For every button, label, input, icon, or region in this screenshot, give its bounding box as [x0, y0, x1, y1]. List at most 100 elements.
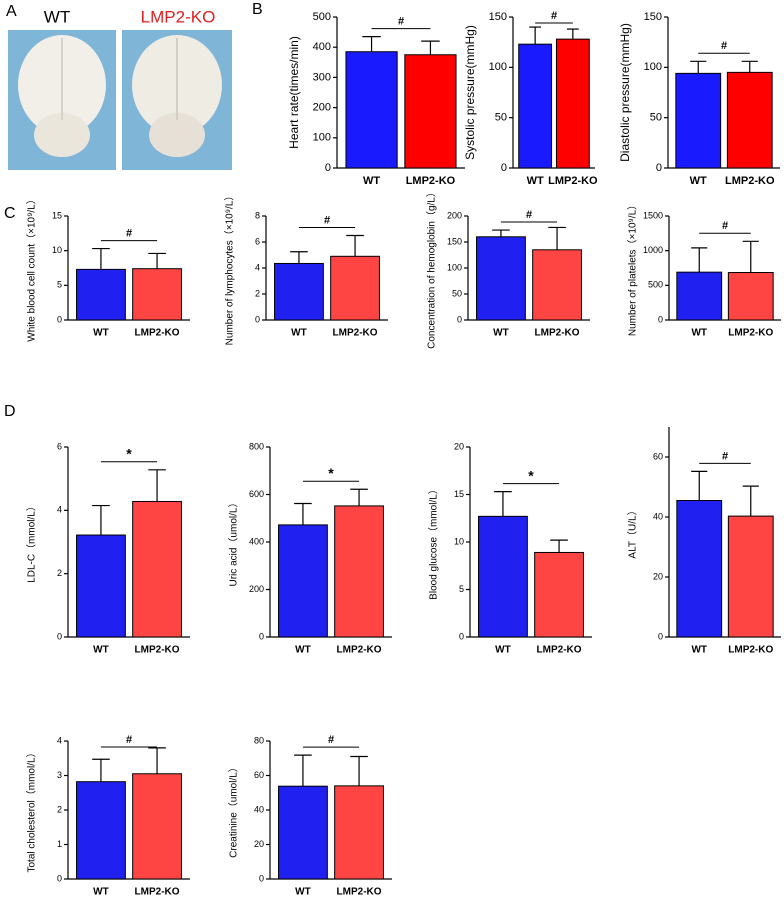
y-axis-label: Heart rate(times/min) [287, 36, 301, 149]
y-tick-label: 0 [57, 873, 62, 883]
y-tick-label: 0 [459, 631, 464, 641]
y-tick-label: 0 [57, 631, 62, 641]
y-tick-label: 150 [447, 236, 462, 246]
bar [534, 551, 584, 638]
bar [532, 249, 582, 321]
bar [274, 262, 324, 321]
significance-label: # [526, 209, 532, 221]
y-axis-label: Total cholesterol（mmol/L） [26, 747, 38, 872]
y-tick-label: 100 [447, 262, 462, 272]
y-tick-label: 500 [648, 280, 663, 290]
y-tick-label: 0 [658, 314, 663, 324]
y-tick-label: 2 [57, 568, 62, 578]
x-tick-label: LMP2-KO [135, 887, 180, 897]
brain-photo [8, 30, 232, 170]
bar [278, 785, 328, 880]
significance-label: # [721, 40, 727, 52]
y-axis-label: Number of platelets（×10⁹/L） [627, 200, 639, 336]
x-tick-label: LMP2-KO [725, 175, 775, 187]
panel-label: B [252, 1, 263, 18]
bar [726, 71, 773, 169]
y-axis-label: Creatinine（umol/L） [228, 762, 240, 858]
bar [727, 515, 774, 638]
significance-label: # [126, 734, 132, 746]
significance-label: # [324, 214, 330, 226]
y-tick-label: 1500 [643, 210, 663, 220]
y-axis-label: Uric acid（umol/L） [228, 498, 240, 587]
y-tick-label: 1 [57, 839, 62, 849]
x-tick-label: LMP2-KO [135, 645, 180, 656]
y-tick-label: 200 [447, 210, 462, 220]
y-tick-label: 60 [254, 770, 264, 780]
y-tick-label: 100 [489, 61, 507, 73]
significance-label: # [328, 734, 334, 746]
significance-label: # [722, 450, 728, 462]
bar [676, 500, 723, 638]
x-tick-label: LMP2-KO [728, 328, 773, 339]
y-tick-label: 2 [57, 804, 62, 814]
significance-label: * [126, 446, 132, 462]
x-tick-label: WT [691, 645, 707, 656]
x-tick-label: WT [93, 887, 109, 897]
bar [675, 72, 722, 169]
x-tick-label: WT [495, 645, 511, 656]
y-tick-label: 0 [658, 631, 663, 641]
y-tick-label: 60 [653, 451, 663, 461]
y-tick-label: 15 [454, 489, 464, 499]
significance-label: # [722, 220, 728, 232]
significance-label: # [126, 227, 132, 239]
y-axis-label: Concentration of hemoglobin（g/L） [426, 187, 438, 349]
y-tick-label: 0 [501, 162, 507, 174]
y-tick-label: 100 [313, 132, 331, 144]
significance-label: # [551, 10, 557, 22]
x-tick-label: WT [493, 328, 509, 339]
x-tick-label: LMP2-KO [333, 328, 378, 339]
x-tick-label: LMP2-KO [548, 175, 598, 187]
y-tick-label: 20 [454, 441, 464, 451]
y-tick-label: 6 [255, 236, 260, 246]
bar [278, 524, 328, 638]
x-tick-label: WT [363, 175, 380, 187]
bar [518, 43, 553, 169]
bar [404, 54, 457, 169]
y-tick-label: 0 [57, 314, 62, 324]
y-tick-label: 10 [52, 245, 62, 255]
y-tick-label: 0 [656, 162, 662, 174]
bar [132, 773, 182, 880]
y-tick-label: 0 [259, 631, 264, 641]
bar [334, 785, 384, 880]
y-axis-label: White blood cell count（×10⁹/L） [26, 194, 38, 341]
y-tick-label: 0 [325, 162, 331, 174]
photo-label: LMP2-KO [141, 7, 216, 26]
bar [132, 500, 182, 638]
y-tick-label: 5 [57, 280, 62, 290]
x-tick-label: LMP2-KO [337, 887, 382, 897]
y-tick-label: 0 [255, 314, 260, 324]
y-axis-label: Number of lymphocytes（×10⁹/L） [224, 191, 236, 346]
y-tick-label: 0 [457, 314, 462, 324]
y-tick-label: 500 [313, 11, 331, 23]
y-tick-label: 40 [653, 511, 663, 521]
bar [76, 268, 126, 321]
bar [478, 515, 528, 638]
y-tick-label: 600 [249, 489, 264, 499]
bar [727, 272, 774, 321]
significance-label: # [398, 16, 404, 28]
y-tick-label: 8 [255, 210, 260, 220]
x-tick-label: LMP2-KO [337, 645, 382, 656]
x-tick-label: LMP2-KO [537, 645, 582, 656]
y-tick-label: 0 [259, 873, 264, 883]
y-tick-label: 200 [313, 102, 331, 114]
y-tick-label: 10 [454, 536, 464, 546]
y-tick-label: 5 [459, 584, 464, 594]
x-tick-label: WT [691, 328, 707, 339]
y-tick-label: 100 [644, 61, 662, 73]
y-tick-label: 200 [249, 584, 264, 594]
x-tick-label: WT [93, 645, 109, 656]
y-tick-label: 400 [313, 41, 331, 53]
y-tick-label: 150 [644, 11, 662, 23]
y-tick-label: 4 [255, 262, 260, 272]
y-tick-label: 50 [452, 288, 462, 298]
significance-label: * [528, 467, 534, 483]
x-tick-label: LMP2-KO [135, 328, 180, 339]
